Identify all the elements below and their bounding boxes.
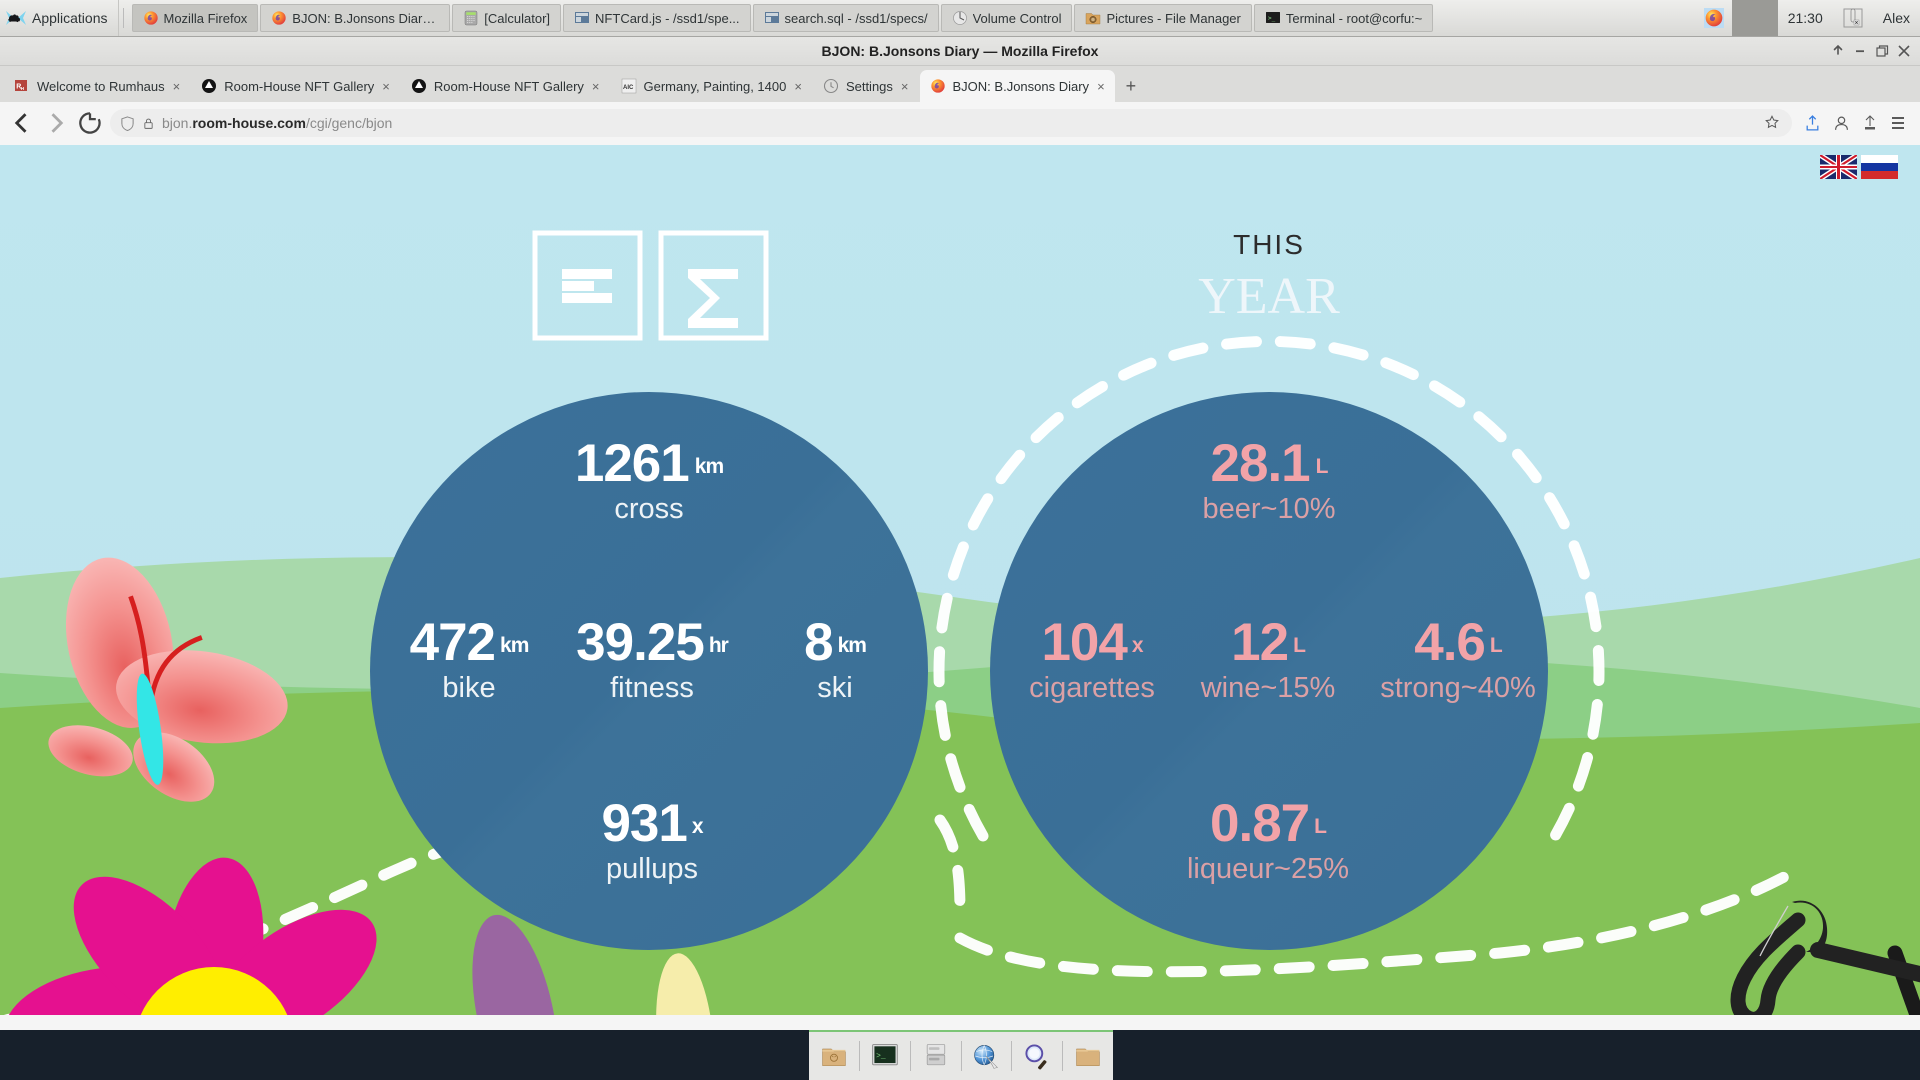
svg-text:bike: bike [442,672,495,704]
svg-text:liqueur~25%: liqueur~25% [1187,853,1349,885]
svg-text:pullups: pullups [606,853,698,885]
svg-text:fitness: fitness [610,672,694,704]
svg-text:cross: cross [614,493,683,525]
svg-text:beer~10%: beer~10% [1202,493,1335,525]
svg-text:YEAR: YEAR [1198,268,1340,325]
svg-text:strong~40%: strong~40% [1380,672,1536,704]
svg-text:>_: >_ [876,1052,886,1061]
svg-text:ski: ski [817,672,852,704]
svg-text:cigarettes: cigarettes [1029,672,1155,704]
svg-text:wine~15%: wine~15% [1200,672,1336,704]
svg-text:THIS: THIS [1233,229,1305,260]
svg-text:H: H [21,86,24,91]
svg-text:>_: >_ [1268,15,1276,22]
svg-text:AIC: AIC [623,85,634,91]
